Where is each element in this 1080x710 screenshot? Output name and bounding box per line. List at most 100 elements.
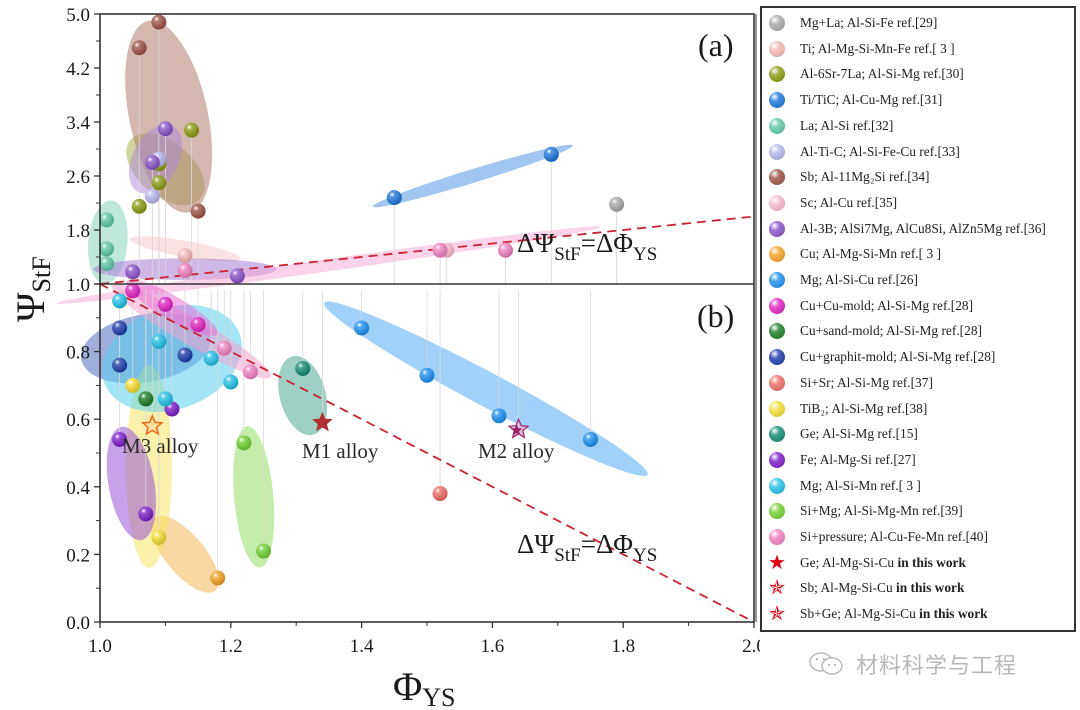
x-tick-label: 1.6 xyxy=(481,636,505,657)
sphere-marker-icon xyxy=(768,477,786,495)
sphere-marker-icon xyxy=(768,40,786,58)
legend-label: Cu+sand-mold; Al-Si-Mg ref.[28] xyxy=(800,323,982,339)
annotation-m3-alloy: M3 alloy xyxy=(122,434,199,458)
legend-label: Fe; Al-Mg-Si ref.[27] xyxy=(800,451,916,467)
equation-panel-b: ΔΨStF=ΔΦYS xyxy=(517,529,657,566)
legend-label: Cu+Cu-mold; Al-Si-Mg ref.[28] xyxy=(800,297,974,313)
reference-line-a xyxy=(99,215,755,285)
ellipse-19 xyxy=(233,426,275,568)
reference-lines-layer xyxy=(99,215,755,623)
data-point xyxy=(210,570,226,586)
legend-item: Cu+Cu-mold; Al-Si-Mg ref.[28] xyxy=(768,295,973,317)
legend-item: Mg; Al-Si-Mn ref.[ 3 ] xyxy=(768,475,921,497)
data-point xyxy=(256,543,271,559)
data-point xyxy=(177,347,193,363)
y-tick-label-b: 0.6 xyxy=(66,410,90,431)
legend-label: Si+Sr; Al-Si-Mg ref.[37] xyxy=(800,374,933,390)
data-point xyxy=(190,203,206,219)
legend-label: Ge; Al-Si-Mg ref.[15] xyxy=(800,426,918,442)
data-point xyxy=(99,241,115,257)
eq-b-lhs: ΔΨ xyxy=(517,529,554,559)
sphere-marker-icon xyxy=(768,91,786,109)
legend-item: Mg; Al-Si-Cu ref.[26] xyxy=(768,269,918,291)
legend-label: Si+Mg; Al-Si-Mg-Mn ref.[39] xyxy=(800,503,963,519)
legend-label: Al-Ti-C; Al-Si-Fe-Cu ref.[33] xyxy=(800,143,960,159)
labels-layer: (a) (b) ΔΨStF=ΔΦYS ΔΨStF=ΔΦYS M1 alloy M… xyxy=(8,27,734,710)
data-point xyxy=(216,340,232,356)
legend-item: Fe; Al-Mg-Si ref.[27] xyxy=(768,449,916,471)
points-layer xyxy=(99,14,625,586)
data-point xyxy=(99,256,115,272)
sphere-marker-icon xyxy=(768,14,786,32)
data-point xyxy=(112,431,128,447)
data-point xyxy=(386,190,402,206)
legend-item: Al-6Sr-7La; Al-Si-Mg ref.[30] xyxy=(768,63,964,85)
legend-label: La; Al-Si ref.[32] xyxy=(800,117,894,133)
sphere-marker-icon xyxy=(768,400,786,418)
data-point xyxy=(151,333,167,349)
data-point xyxy=(432,242,448,258)
ellipse-3 xyxy=(372,144,573,208)
data-point xyxy=(295,361,311,376)
legend-item: Mg+La; Al-Si-Fe ref.[29] xyxy=(768,12,937,34)
x-axis-title-sub: YS xyxy=(422,683,455,710)
legend-item: Sc; Al-Cu ref.[35] xyxy=(768,192,897,214)
star-point-half-fill xyxy=(510,424,523,436)
legend-item: Si+Sr; Al-Si-Mg ref.[37] xyxy=(768,372,933,394)
data-point xyxy=(112,320,128,336)
annotation-m2-alloy: M2 alloy xyxy=(478,439,555,463)
legend-label: Sc; Al-Cu ref.[35] xyxy=(800,194,898,210)
data-point xyxy=(138,391,154,407)
sphere-marker-icon xyxy=(768,65,786,83)
chart-svg: 1.0 1.2 1.4 1.6 1.8 2.0 1.8 2.6 3.4 4.2 5.0 0.0 0.2 0… xyxy=(8,5,760,710)
data-point xyxy=(157,296,173,312)
y-tick-label-b: 0.0 xyxy=(66,613,90,634)
sphere-marker-icon xyxy=(768,348,786,366)
legend: Mg+La; Al-Si-Fe ref.[29] Ti; Al-Mg-Si-Mn-… xyxy=(760,6,1076,632)
data-point xyxy=(125,377,141,393)
legend-item: Sb; Al-11Mg₂Si ref.[34] xyxy=(768,166,930,188)
sphere-marker-icon xyxy=(768,451,786,469)
data-point xyxy=(177,263,193,278)
data-point xyxy=(203,350,219,366)
data-point xyxy=(157,121,173,137)
y-tick-label-b: 0.8 xyxy=(66,343,90,364)
eq-a-rhs: =ΔΦ xyxy=(581,228,633,258)
data-point xyxy=(229,268,245,284)
legend-label: Sb; Al-11Mg₂Si ref.[34] xyxy=(800,169,930,185)
sphere-marker-icon xyxy=(768,220,786,238)
legend-label: Sb+Ge; Al-Mg-Si-Cu in this work xyxy=(800,606,988,622)
legend-item: Ge; Al-Si-Mg ref.[15] xyxy=(768,423,918,445)
data-point xyxy=(223,374,239,390)
data-point xyxy=(497,242,513,258)
y-tick-label-a: 5.0 xyxy=(66,5,90,26)
legend-item: ✯ Sb; Al-Mg-Si-Cu in this work xyxy=(768,577,965,599)
legend-label: Sb; Al-Mg-Si-Cu in this work xyxy=(800,580,965,596)
y-tick-label-a: 2.6 xyxy=(66,167,90,188)
legend-item: Si+pressure; Al-Cu-Fe-Mn ref.[40] xyxy=(768,526,988,548)
sphere-marker-icon xyxy=(768,528,786,546)
legend-label: Mg; Al-Si-Mn ref.[ 3 ] xyxy=(800,477,921,493)
data-point xyxy=(151,175,167,191)
data-point xyxy=(432,486,448,502)
x-tick-label: 1.4 xyxy=(350,636,374,657)
eq-b-sub1: StF xyxy=(554,545,580,566)
data-point xyxy=(177,248,193,264)
sphere-marker-icon xyxy=(768,245,786,263)
ellipse-16 xyxy=(278,355,328,436)
data-point xyxy=(184,122,200,138)
x-tick-label: 2.0 xyxy=(742,636,760,657)
star-marker-icon: ✯ xyxy=(768,603,786,626)
eq-b-sub2: YS xyxy=(633,545,657,566)
sphere-marker-icon xyxy=(768,425,786,443)
legend-item: Cu+sand-mold; Al-Si-Mg ref.[28] xyxy=(768,320,982,342)
equation-panel-a: ΔΨStF=ΔΦYS xyxy=(517,228,657,265)
legend-label: Cu; Al-Mg-Si-Mn ref.[ 3 ] xyxy=(800,246,941,262)
sphere-marker-icon xyxy=(768,374,786,392)
legend-label: TiB₂; Al-Si-Mg ref.[38] xyxy=(800,400,928,416)
legend-item: TiB₂; Al-Si-Mg ref.[38] xyxy=(768,398,927,420)
y-tick-label-a: 4.2 xyxy=(66,59,90,80)
legend-item: ✯ Sb+Ge; Al-Mg-Si-Cu in this work xyxy=(768,603,988,625)
legend-item: ★ Ge; Al-Mg-Si-Cu in this work xyxy=(768,552,966,574)
axes-layer: 1.0 1.2 1.4 1.6 1.8 2.0 1.8 2.6 3.4 4.2 5.0 0.0 0.2 0… xyxy=(66,5,760,657)
